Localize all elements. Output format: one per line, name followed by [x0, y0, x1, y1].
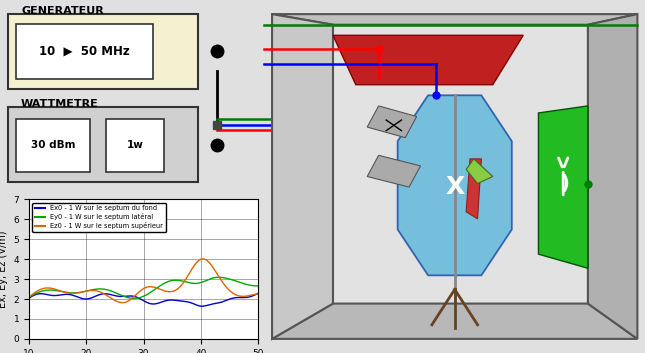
Polygon shape [333, 25, 588, 304]
Bar [16, 119, 90, 172]
Text: X: X [445, 175, 464, 199]
Text: 10  ▶  50 MHz: 10 ▶ 50 MHz [39, 45, 130, 58]
Polygon shape [272, 304, 637, 339]
Bar [16, 24, 154, 79]
Polygon shape [367, 155, 421, 187]
Polygon shape [466, 159, 493, 184]
Bar [106, 119, 164, 172]
Text: WATTMETRE: WATTMETRE [21, 99, 99, 109]
Polygon shape [272, 14, 333, 339]
Polygon shape [397, 95, 512, 275]
Polygon shape [367, 106, 417, 138]
Y-axis label: Ex, Ey, Ez (V/m): Ex, Ey, Ez (V/m) [0, 231, 8, 308]
Polygon shape [272, 14, 637, 25]
Legend: Ex0 - 1 W sur le septum du fond, Ey0 - 1 W sur le septum latéral, Ez0 - 1 W sur : Ex0 - 1 W sur le septum du fond, Ey0 - 1… [32, 203, 166, 232]
Text: 30 dBm: 30 dBm [31, 140, 75, 150]
Bar [8, 14, 199, 89]
Polygon shape [588, 14, 637, 339]
Polygon shape [333, 35, 523, 85]
Text: GENERATEUR: GENERATEUR [21, 6, 104, 16]
Text: ): ) [561, 174, 570, 193]
Polygon shape [539, 106, 588, 268]
Text: 1w: 1w [126, 140, 143, 150]
Polygon shape [466, 159, 481, 219]
Bar [8, 107, 199, 182]
